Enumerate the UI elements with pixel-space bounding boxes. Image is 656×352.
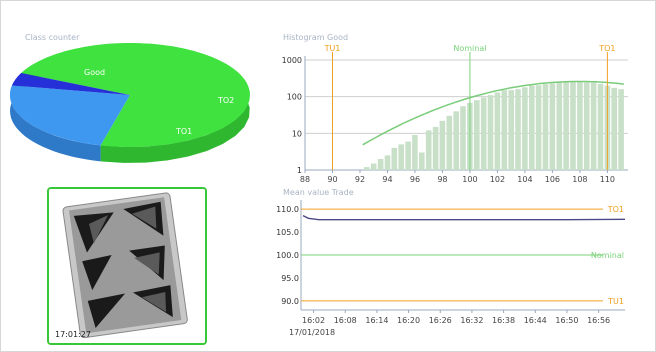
pie-slice-to1-side [10, 85, 101, 162]
hist-bar [377, 159, 384, 170]
hist-bar [583, 82, 590, 170]
hist-x-tick-label: 102 [490, 175, 505, 184]
hist-bar [618, 89, 624, 170]
hist-bar [563, 82, 569, 170]
hist-bar [597, 83, 604, 170]
hist-bar [439, 120, 446, 170]
hist-bar [508, 90, 514, 170]
trend-y-tick-label: 95.0 [281, 274, 299, 283]
trend-to1-line-label: TO1 [607, 205, 624, 214]
trend-y-tick-label: 110.0 [276, 205, 299, 214]
hist-x-tick-label: 96 [410, 175, 420, 184]
hist-bar [570, 81, 576, 170]
hist-bar [474, 100, 480, 170]
hist-bar [419, 152, 425, 170]
hist-bar [515, 89, 521, 170]
pie-label-to2: TO2 [217, 96, 234, 105]
trend-y-tick-label: 105.0 [276, 228, 299, 237]
hist-x-tick-label: 98 [437, 175, 447, 184]
trend-y-tick-label: 90.0 [281, 297, 299, 306]
trend-x-tick-label: 16:14 [365, 316, 388, 325]
trend-nominal-line-label: Nominal [591, 251, 624, 260]
pie-label-to1: TO1 [175, 127, 192, 136]
hist-bar [446, 115, 453, 170]
hist-x-tick-label: 108 [572, 175, 587, 184]
hist-bar [480, 97, 487, 170]
part-image [49, 189, 205, 343]
hist-y-tick-label: 1 [297, 166, 302, 175]
hist-bar [494, 92, 501, 170]
pie-slice-good [21, 42, 250, 147]
class-counter-title: Class counter [25, 33, 80, 42]
hist-x-tick-label: 106 [545, 175, 560, 184]
mean-value-trend-chart: 110.0 105.0 100.0 95.0 90.0 16:02 16:08 16:14 16… [276, 200, 626, 337]
pie-label-good: Good [84, 68, 105, 77]
hist-y-tick-label: 100 [287, 93, 302, 102]
hist-bar [542, 84, 549, 170]
image-timestamp: 17:01:27 [55, 330, 91, 339]
trend-x-tick-label: 16:56 [587, 316, 610, 325]
hist-bar [487, 95, 494, 170]
trend-x-tick-label: 16:32 [460, 316, 483, 325]
hist-bar [556, 82, 563, 170]
hist-bar [370, 163, 377, 170]
trend-x-tick-label: 16:38 [492, 316, 515, 325]
trend-x-tick-label: 16:02 [302, 316, 325, 325]
hist-bar [549, 83, 556, 170]
hist-x-tick-label: 92 [355, 175, 365, 184]
hist-bar [432, 126, 439, 170]
class-counter-pie-chart: Good TO1 TO2 [9, 42, 250, 163]
trend-title: Mean value Trade [283, 188, 354, 197]
hist-bar [522, 87, 528, 170]
hist-bar [425, 130, 432, 170]
hist-x-tick-label: 90 [327, 175, 337, 184]
trend-x-tick-label: 16:20 [397, 316, 420, 325]
hist-bar [501, 90, 508, 170]
trend-y-tick-label: 100.0 [276, 251, 299, 260]
hist-bar [590, 82, 597, 170]
trend-x-tick-label: 16:50 [555, 316, 578, 325]
hist-bar [460, 106, 466, 170]
hist-bar [453, 111, 459, 170]
hist-x-tick-label: 100 [462, 175, 477, 184]
trend-tu1-line-label: TU1 [607, 297, 624, 306]
histogram-title: Histogram Good [283, 33, 349, 42]
trend-x-tick-label: 16:08 [334, 316, 357, 325]
hist-x-tick-label: 104 [517, 175, 532, 184]
hist-bar [529, 85, 535, 170]
trend-date-label: 17/01/2018 [289, 328, 335, 337]
hist-bar [384, 155, 391, 170]
inspection-image-panel[interactable]: 17:01:27 [47, 187, 207, 345]
histogram-chart: 1000 100 10 188 90 92 94 96 98 100 102 104 106 108 110… [282, 44, 628, 184]
hist-x-tick-label: 88 [300, 175, 310, 184]
hist-nominal-line-label: Nominal [453, 44, 486, 53]
hist-y-tick-label: 10 [292, 129, 302, 138]
hist-to1-line-label: TO1 [598, 44, 615, 53]
hist-tu1-line-label: TU1 [324, 44, 341, 53]
pie-slice-to1 [9, 85, 130, 146]
hist-bar [405, 141, 411, 170]
hist-bar [398, 144, 404, 170]
trend-x-tick-label: 16:44 [524, 316, 547, 325]
hist-x-tick-label: 94 [382, 175, 392, 184]
hist-bar [391, 147, 398, 170]
trend-x-tick-label: 16:26 [429, 316, 452, 325]
pie-slice-to2 [12, 73, 130, 95]
hist-bar [364, 167, 370, 170]
hist-bar [577, 82, 583, 170]
hist-bar [611, 87, 617, 170]
hist-bar [535, 85, 542, 170]
hist-y-tick-label: 1000 [282, 56, 302, 65]
hist-x-tick-label: 110 [600, 175, 615, 184]
hist-bar [412, 135, 418, 170]
hist-fit-curve [362, 80, 624, 146]
trend-mean-line [302, 214, 626, 221]
